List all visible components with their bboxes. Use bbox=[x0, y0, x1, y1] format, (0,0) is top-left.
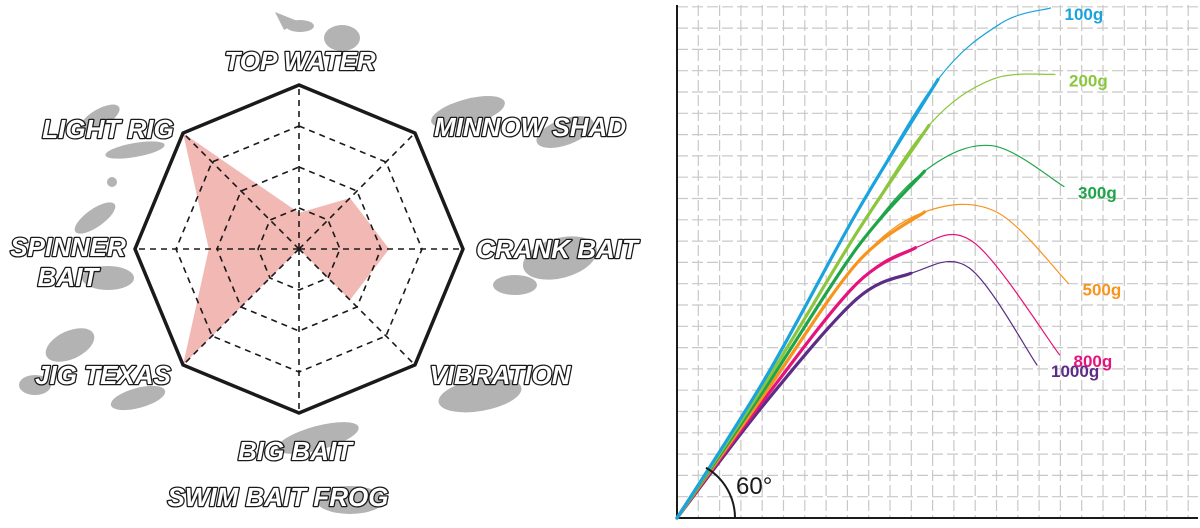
weight-label-200g: 200g bbox=[1069, 71, 1108, 90]
lure-silhouettes bbox=[19, 12, 598, 514]
radar-spoke bbox=[182, 248, 300, 366]
bend-curve-300g bbox=[675, 169, 927, 520]
radar-spoke bbox=[182, 132, 300, 250]
weight-label-800g: 800g bbox=[1074, 352, 1113, 371]
radar-plot bbox=[133, 83, 465, 415]
axis-label-minnow-shad: MINNOW SHAD bbox=[434, 112, 626, 142]
bend-curve-100g bbox=[675, 77, 940, 520]
bend-curve-tip-300g bbox=[676, 144, 1065, 519]
bend-curve-800g bbox=[675, 246, 918, 520]
minnow-lure-icon bbox=[431, 96, 594, 148]
radar-svg: TOP WATER MINNOW SHAD CRANK BAIT VIBRATI… bbox=[9, 12, 641, 514]
bend-curve-1000g bbox=[675, 271, 913, 520]
weight-label-300g: 300g bbox=[1078, 184, 1117, 203]
angle-arc bbox=[705, 466, 736, 519]
weight-label-500g: 500g bbox=[1083, 280, 1122, 299]
bend-axes bbox=[676, 5, 1198, 519]
bend-grid bbox=[677, 5, 1198, 518]
bend-curve-tip-500g bbox=[676, 203, 1070, 519]
radar-grid-ring bbox=[257, 207, 341, 291]
bend-curve-tip-200g bbox=[676, 73, 1056, 519]
light-rig-lure-icon bbox=[80, 104, 165, 187]
jig-lure-icon bbox=[19, 328, 166, 411]
vibration-lure-icon bbox=[438, 377, 522, 413]
axis-label-vibration: VIBRATION bbox=[429, 360, 571, 390]
angle-marker: 60° bbox=[705, 466, 772, 519]
axis-label-big-bait: BIG BAIT bbox=[238, 436, 354, 466]
bend-curves bbox=[675, 7, 1070, 520]
radar-axis-labels: TOP WATER MINNOW SHAD CRANK BAIT VIBRATI… bbox=[9, 45, 641, 514]
weight-label-100g: 100g bbox=[1065, 5, 1104, 24]
weight-label-1000g: 1000g bbox=[1051, 362, 1099, 381]
radar-spoke bbox=[298, 248, 416, 366]
axis-label-jig-texas: JIG TEXAS bbox=[35, 360, 171, 390]
bend-curve-500g bbox=[675, 210, 927, 520]
axis-label-bait: BAIT bbox=[38, 262, 101, 292]
axis-label-swim-bait-frog: SWIM BAIT FROG bbox=[168, 482, 389, 512]
spinner-bait-lure-icon bbox=[74, 202, 134, 290]
radar-grid-ring bbox=[216, 166, 382, 332]
radar-outer-frame bbox=[133, 83, 465, 415]
rod-bend-curve-chart: 1000g 800g 500g 300g 200g 100g 60° bbox=[670, 0, 1200, 528]
axis-label-crank-bait: CRANK BAIT bbox=[476, 234, 640, 264]
big-bait-lure-icon bbox=[277, 422, 384, 514]
crank-bait-lure-icon bbox=[493, 236, 598, 295]
lure-radar-chart: TOP WATER MINNOW SHAD CRANK BAIT VIBRATI… bbox=[9, 12, 641, 514]
angle-label: 60° bbox=[736, 473, 772, 500]
axis-label-light-rig: LIGHT RIG bbox=[42, 114, 173, 144]
radar-spoke bbox=[298, 132, 416, 250]
axis-label-top-water: TOP WATER bbox=[224, 46, 375, 76]
topwater-lure-icon bbox=[275, 12, 360, 51]
axis-label-spinner: SPINNER bbox=[10, 232, 126, 262]
